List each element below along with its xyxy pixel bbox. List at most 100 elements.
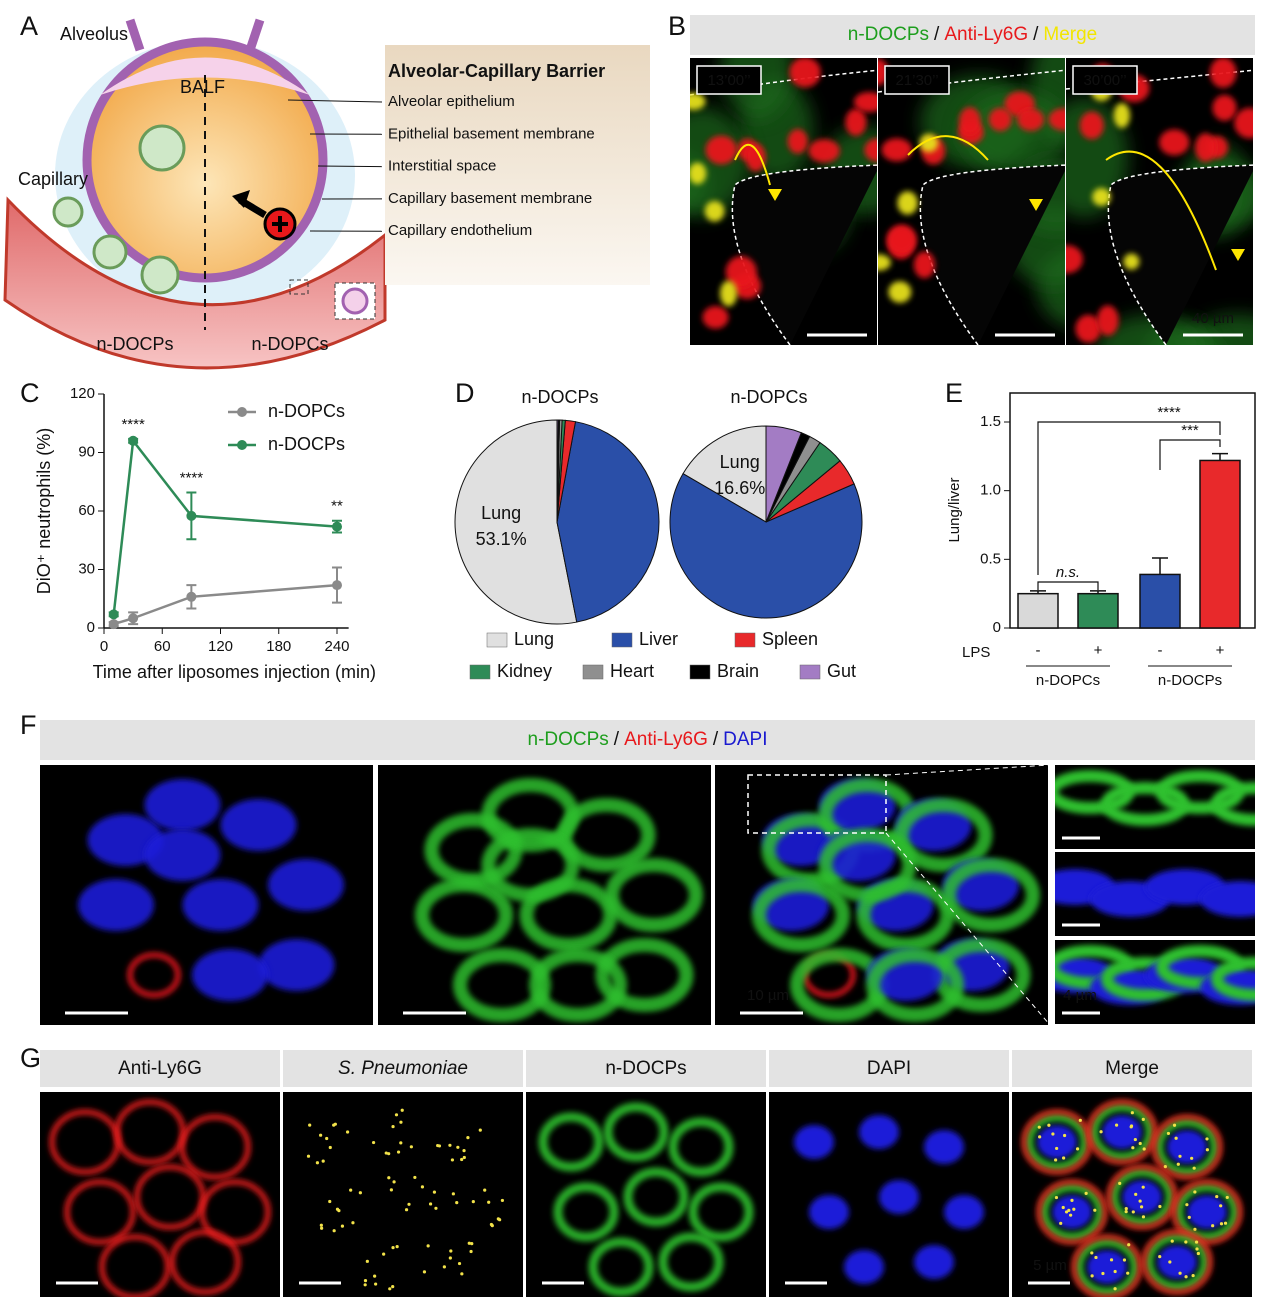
nucleus xyxy=(1087,1250,1127,1284)
series-line xyxy=(112,437,338,615)
liposome-signal xyxy=(752,878,850,952)
bacteria xyxy=(500,1198,505,1203)
data-point xyxy=(108,619,119,630)
legend-swatch xyxy=(799,664,821,680)
cell xyxy=(1048,108,1065,131)
nucleus xyxy=(859,1115,899,1149)
y-tick-label: 1.5 xyxy=(980,413,1001,430)
zoom-lines xyxy=(885,764,1051,1026)
legend-label: n-DOCPs xyxy=(268,434,345,454)
nucleus xyxy=(794,1125,834,1159)
nucleus xyxy=(809,1195,849,1229)
leader-line xyxy=(287,99,383,103)
bacteria xyxy=(413,1175,417,1180)
header-bar xyxy=(1012,1050,1252,1087)
bacteria xyxy=(434,1206,438,1210)
data-point xyxy=(332,580,342,591)
nucleus xyxy=(1167,1130,1207,1164)
cell xyxy=(690,162,707,185)
micrograph xyxy=(1055,770,1255,826)
arrow-head xyxy=(232,190,250,208)
cell xyxy=(1209,58,1237,88)
cell xyxy=(864,138,877,162)
barrier-layer: Alveolar epithelium xyxy=(388,93,515,110)
bacteria xyxy=(391,1124,395,1129)
pie-slice xyxy=(765,425,802,523)
slice-value: 53.1% xyxy=(476,529,527,549)
y-tick-label: 120 xyxy=(70,385,95,402)
nucleus xyxy=(144,829,221,881)
bacteria xyxy=(1129,1124,1134,1128)
bacteria xyxy=(1069,1213,1073,1217)
channel-name: Anti-Ly6G xyxy=(944,24,1028,45)
bacteria xyxy=(345,1130,350,1134)
cell xyxy=(789,58,821,88)
bacteria xyxy=(319,1133,323,1137)
timestamp: 13’00’’ xyxy=(707,72,750,89)
bacteria xyxy=(420,1185,425,1189)
cell xyxy=(1017,108,1045,131)
ly6g-ring xyxy=(1071,1234,1143,1297)
significance: ** xyxy=(331,498,343,515)
cell xyxy=(725,256,757,289)
bacteria xyxy=(1131,1146,1135,1150)
bacteria xyxy=(1101,1271,1105,1276)
data-point xyxy=(108,609,119,620)
cell xyxy=(1234,107,1253,139)
bacteria xyxy=(1138,1141,1142,1146)
legend-label: Brain xyxy=(717,661,759,681)
bacteria xyxy=(1168,1260,1172,1264)
bacteria xyxy=(1118,1181,1122,1185)
header-bar xyxy=(690,15,1255,55)
bacteria xyxy=(389,1188,393,1192)
legend-swatch xyxy=(582,664,604,680)
cell xyxy=(720,280,738,307)
y-tick-label: 1.0 xyxy=(980,482,1001,499)
bacteria xyxy=(1113,1269,1117,1274)
liposome-signal xyxy=(1039,1182,1105,1242)
cell xyxy=(808,139,840,163)
legend-marker xyxy=(237,440,247,450)
pie-slice xyxy=(556,421,660,623)
micrograph xyxy=(1055,945,1255,1005)
bacteria xyxy=(1093,1208,1097,1212)
neutrophil xyxy=(140,255,180,295)
micrograph xyxy=(1021,1099,1243,1297)
bacteria xyxy=(306,1154,311,1158)
pie-slice xyxy=(669,472,863,619)
x-tick-label: 0 xyxy=(100,638,108,655)
group-label: n-DOCPs xyxy=(1158,672,1222,689)
ly6g-ring xyxy=(1141,1229,1213,1295)
ly6g-ring xyxy=(134,1164,206,1230)
bacteria xyxy=(321,1159,325,1163)
bacteria xyxy=(1051,1132,1055,1136)
pie-title: n-DOCPs xyxy=(521,387,598,407)
cell xyxy=(897,191,918,215)
bacteria xyxy=(478,1128,482,1132)
bacteria xyxy=(1113,1287,1117,1291)
cell xyxy=(745,143,766,172)
micrograph xyxy=(752,778,1040,1022)
bacteria xyxy=(1114,1123,1119,1127)
bacteria xyxy=(400,1108,404,1112)
panel-label: B xyxy=(668,11,686,41)
bacteria xyxy=(1187,1215,1191,1219)
separator: / xyxy=(614,729,620,750)
channel-name: n-DOCPs xyxy=(848,24,929,45)
liposome-signal xyxy=(1074,1237,1140,1297)
bacteria xyxy=(320,1226,324,1230)
ly6g-ring xyxy=(179,1114,251,1180)
separator: / xyxy=(713,729,719,750)
plot-frame xyxy=(1009,392,1256,629)
bacteria xyxy=(308,1123,312,1127)
micrograph xyxy=(794,1115,984,1284)
y-tick-label: 60 xyxy=(78,502,95,519)
bracket xyxy=(1037,581,1099,590)
bacteria xyxy=(437,1144,442,1148)
bacteria xyxy=(426,1244,430,1248)
liposome-signal xyxy=(623,1167,689,1227)
timestamp-box xyxy=(696,65,762,95)
timestamp: 30’00’’ xyxy=(1083,72,1126,89)
legend-label: Heart xyxy=(610,661,654,681)
bacteria xyxy=(1196,1251,1200,1256)
